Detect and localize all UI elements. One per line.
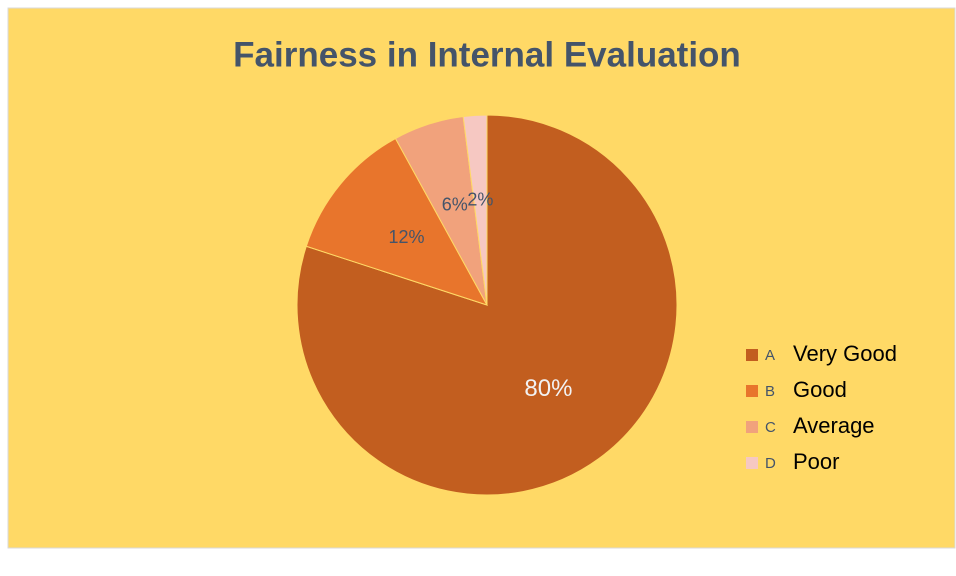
pie-slice xyxy=(296,114,678,496)
legend-key: D xyxy=(765,455,776,472)
data-label: 2% xyxy=(467,189,493,209)
legend-key: C xyxy=(765,419,776,436)
legend-swatch xyxy=(746,385,758,397)
legend-label: Average xyxy=(793,413,875,438)
legend-label: Good xyxy=(793,377,847,402)
legend-key: A xyxy=(765,347,775,364)
legend-key: B xyxy=(765,383,775,400)
data-label: 12% xyxy=(388,227,424,247)
legend-swatch xyxy=(746,457,758,469)
legend-label: Very Good xyxy=(793,341,897,366)
legend-label: Poor xyxy=(793,449,839,474)
data-label: 80% xyxy=(524,375,572,402)
legend-swatch xyxy=(746,349,758,361)
pie-slice xyxy=(462,114,488,306)
legend-swatch xyxy=(746,421,758,433)
data-label: 6% xyxy=(442,194,468,214)
chart-title: Fairness in Internal Evaluation xyxy=(233,35,741,74)
pie-slice xyxy=(305,137,489,306)
